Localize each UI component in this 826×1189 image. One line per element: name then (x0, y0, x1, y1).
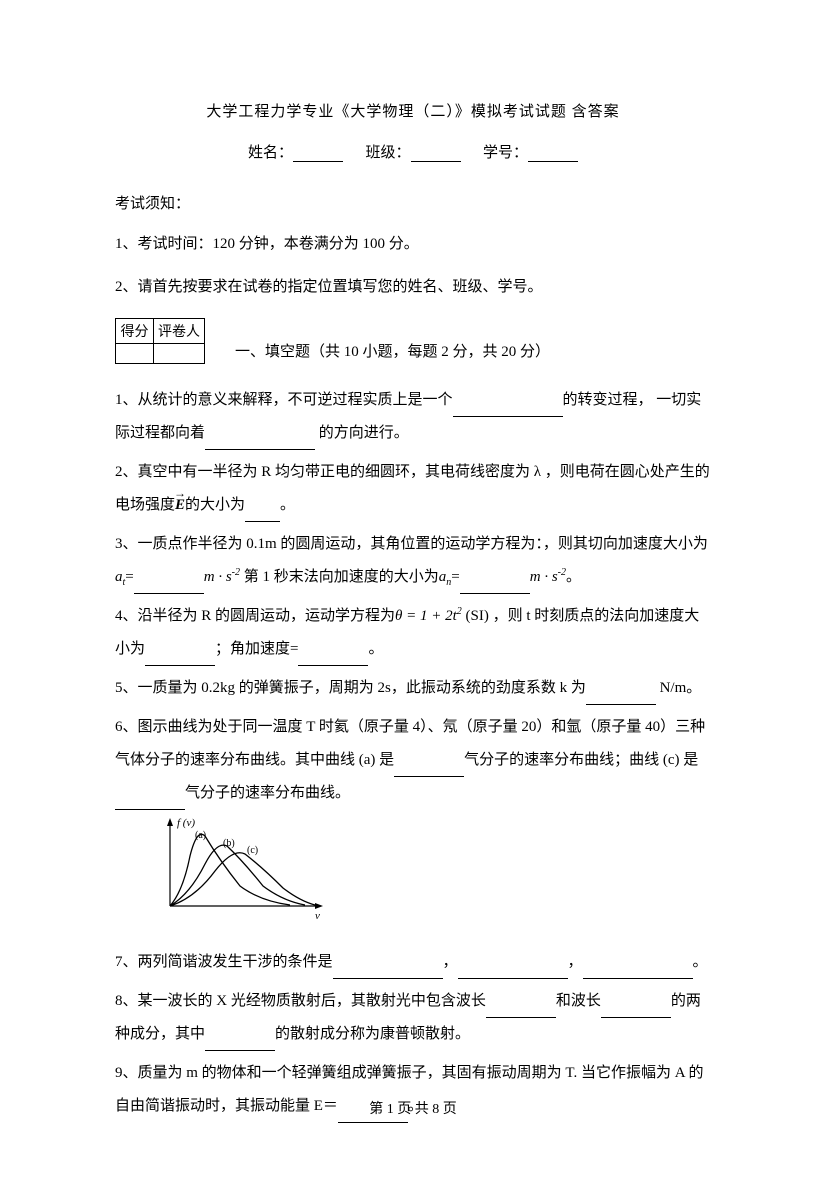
id-label: 学号： (483, 145, 528, 161)
q5-text-1: 5、一质量为 0.2kg 的弹簧振子，周期为 2s，此振动系统的劲度系数 k 为 (115, 680, 586, 696)
q1-text-3: 的方向进行。 (315, 425, 409, 441)
q2-text-2: 的大小为 (185, 497, 245, 513)
notice-header: 考试须知： (115, 192, 711, 213)
score-col-header: 得分 (116, 319, 154, 344)
q3-eq-2: = (451, 569, 459, 585)
y-axis-arrow-icon (167, 818, 173, 826)
q4-blank-1 (145, 650, 215, 666)
class-label: 班级： (365, 145, 410, 161)
q4-text-1: 4、沿半径为 R 的圆周运动，运动学方程为 (115, 608, 395, 624)
q7-text-2: ， (443, 954, 458, 970)
notice-item-2: 2、请首先按要求在试卷的指定位置填写您的姓名、班级、学号。 (115, 276, 711, 299)
name-label: 姓名： (248, 145, 293, 161)
q2-blank-1 (245, 506, 280, 522)
q7-blank-3 (583, 963, 693, 979)
q3-blank-1 (134, 578, 204, 594)
q6-text-3: 气分子的速率分布曲线。 (185, 785, 350, 801)
question-6: 6、图示曲线为处于同一温度 T 时氦（原子量 4）、氖（原子量 20）和氩（原子… (115, 711, 711, 810)
question-5: 5、一质量为 0.2kg 的弹簧振子，周期为 2s，此振动系统的劲度系数 k 为… (115, 672, 711, 705)
footer-mid: 页 共 (394, 1102, 433, 1117)
student-info-line: 姓名： 班级： 学号： (115, 141, 711, 162)
q3-text-2: 第 1 秒末法向加速度的大小为 (240, 569, 439, 585)
class-blank (411, 146, 461, 162)
curve-label-b: (b) (223, 838, 235, 849)
q8-blank-2 (601, 1002, 671, 1018)
id-blank (528, 146, 578, 162)
score-cell (116, 344, 154, 364)
q3-unit-1: m · s-2 (204, 569, 240, 585)
q6-blank-1 (394, 761, 464, 777)
page-footer: 第 1 页 共 8 页 (0, 1098, 826, 1118)
q7-text-3: ， (568, 954, 583, 970)
exam-title: 大学工程力学专业《大学物理（二）》模拟考试试题 含答案 (115, 100, 711, 121)
q7-text-1: 7、两列简谐波发生干涉的条件是 (115, 954, 333, 970)
x-axis-arrow-icon (315, 903, 323, 909)
question-8: 8、某一波长的 X 光经物质散射后，其散射光中包含波长和波长的两种成分，其中的散… (115, 985, 711, 1051)
q4-blank-2 (298, 650, 368, 666)
q1-blank-2 (205, 434, 315, 450)
q3-unit-2: m · s-2 (530, 569, 566, 585)
q8-blank-1 (486, 1002, 556, 1018)
vector-e-symbol: →E (175, 489, 185, 522)
curve-c (170, 853, 315, 906)
q8-text-2: 和波长 (556, 993, 601, 1009)
q5-text-2: N/m。 (656, 680, 701, 696)
y-axis-label: f (v) (177, 817, 195, 829)
grader-col-header: 评卷人 (154, 319, 205, 344)
q8-blank-3 (205, 1035, 275, 1051)
chart-svg: f (v) v (a) (b) (c) (155, 816, 335, 926)
q4-text-4: 。 (368, 641, 383, 657)
q6-text-2: 气分子的速率分布曲线；曲线 (c) 是 (464, 752, 698, 768)
footer-prefix: 第 (369, 1102, 387, 1117)
question-4: 4、沿半径为 R 的圆周运动，运动学方程为θ = 1 + 2t2 (SI) ，则… (115, 600, 711, 666)
notice-item-1: 1、考试时间：120 分钟，本卷满分为 100 分。 (115, 233, 711, 256)
q4-formula: θ = 1 + 2t2 (395, 608, 462, 624)
speed-distribution-chart: f (v) v (a) (b) (c) (155, 816, 711, 931)
footer-suffix: 页 (439, 1102, 457, 1117)
q7-blank-2 (458, 963, 568, 979)
q4-text-3: ；角加速度= (215, 641, 298, 657)
q3-blank-2 (460, 578, 530, 594)
curve-label-a: (a) (195, 830, 206, 841)
question-7: 7、两列简谐波发生干涉的条件是 ， ， 。 (115, 946, 711, 979)
curve-label-c: (c) (247, 845, 258, 856)
q3-text-1: 3、一质点作半径为 0.1m 的圆周运动，其角位置的运动学方程为：，则其切向加速… (115, 536, 708, 552)
section-title: 一、填空题（共 10 小题，每题 2 分，共 20 分） (205, 318, 550, 364)
score-table: 得分 评卷人 (115, 318, 205, 364)
q3-eq-1: = (125, 569, 133, 585)
q6-blank-2 (115, 794, 185, 810)
grader-cell (154, 344, 205, 364)
question-1: 1、从统计的意义来解释，不可逆过程实质上是一个的转变过程， 一切实际过程都向着 … (115, 384, 711, 450)
q7-blank-1 (333, 963, 443, 979)
footer-current-page: 1 (387, 1102, 394, 1117)
q3-an-symbol: an (439, 569, 452, 585)
q8-text-4: 的散射成分称为康普顿散射。 (275, 1026, 470, 1042)
q7-text-4: 。 (693, 954, 708, 970)
q5-blank-1 (586, 689, 656, 705)
q1-text-1: 1、从统计的意义来解释，不可逆过程实质上是一个 (115, 392, 453, 408)
q3-at-symbol: at (115, 569, 125, 585)
question-2: 2、真空中有一半径为 R 均匀带正电的细圆环，其电荷线密度为 λ ，则电荷在圆心… (115, 456, 711, 522)
section-header-row: 得分 评卷人 一、填空题（共 10 小题，每题 2 分，共 20 分） (115, 318, 711, 364)
q2-text-3: 。 (280, 497, 295, 513)
question-3: 3、一质点作半径为 0.1m 的圆周运动，其角位置的运动学方程为：，则其切向加速… (115, 528, 711, 594)
q1-blank-1 (453, 401, 563, 417)
x-axis-label: v (315, 910, 320, 922)
q8-text-1: 8、某一波长的 X 光经物质散射后，其散射光中包含波长 (115, 993, 486, 1009)
q3-text-3: 。 (566, 569, 581, 585)
name-blank (293, 146, 343, 162)
